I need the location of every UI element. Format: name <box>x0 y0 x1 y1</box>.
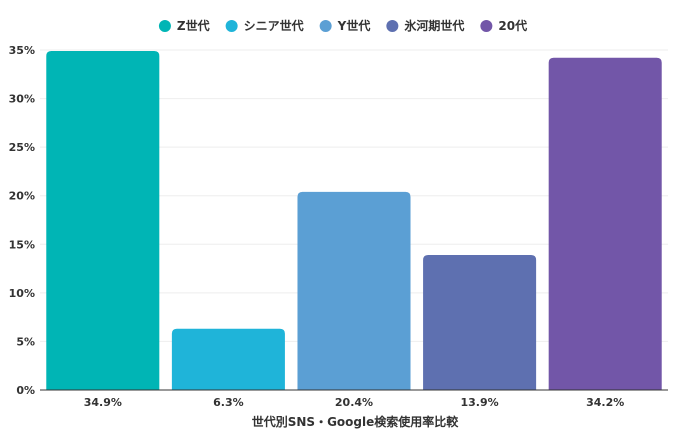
legend-marker-0 <box>158 20 171 32</box>
legend-label-3: 氷河期世代 <box>403 18 464 33</box>
bar-2 <box>297 191 411 390</box>
y-tick-label-1: 5% <box>16 335 35 348</box>
legend-label-4: 20代 <box>498 18 527 33</box>
x-axis-label: 世代別SNS・Google検索使用率比較 <box>252 414 460 429</box>
y-axis-ticks: 0% 5% 10% 15% 20% 25% 30% 35% <box>9 44 35 397</box>
legend-label-0: Z世代 <box>177 18 210 33</box>
legend-item-2: Y世代 <box>319 18 371 33</box>
legend-marker-1 <box>225 20 238 32</box>
y-tick-label-7: 35% <box>9 44 35 57</box>
legend-label-2: Y世代 <box>337 18 371 33</box>
y-tick-label-4: 20% <box>9 190 35 203</box>
bar-0 <box>46 50 160 390</box>
legend-marker-2 <box>319 20 332 32</box>
y-tick-label-6: 30% <box>9 93 35 106</box>
legend-marker-3 <box>386 20 399 32</box>
legend-item-0: Z世代 <box>158 18 210 33</box>
bar-1 <box>171 328 285 390</box>
y-tick-label-0: 0% <box>16 384 35 397</box>
legend-item-1: シニア世代 <box>225 18 304 33</box>
legend-label-1: シニア世代 <box>244 18 304 33</box>
bar-3 <box>423 254 537 390</box>
bars <box>46 50 662 391</box>
legend-item-3: 氷河期世代 <box>386 18 464 33</box>
bar-4 <box>548 57 662 391</box>
y-tick-label-5: 25% <box>9 141 35 154</box>
x-category-label-0: 34.9% <box>84 396 122 409</box>
x-category-label-4: 34.2% <box>586 396 624 409</box>
legend-item-4: 20代 <box>480 18 527 33</box>
x-category-label-2: 20.4% <box>335 396 373 409</box>
x-category-label-1: 6.3% <box>213 396 244 409</box>
x-category-label-3: 13.9% <box>461 396 499 409</box>
y-tick-label-2: 10% <box>9 287 35 300</box>
legend-marker-4 <box>480 20 493 32</box>
chart-legend: Z世代 シニア世代 Y世代 氷河期世代 20代 <box>158 18 527 33</box>
y-tick-label-3: 15% <box>9 238 35 251</box>
x-axis-category-labels: 34.9% 6.3% 20.4% 13.9% 34.2% <box>84 396 625 409</box>
